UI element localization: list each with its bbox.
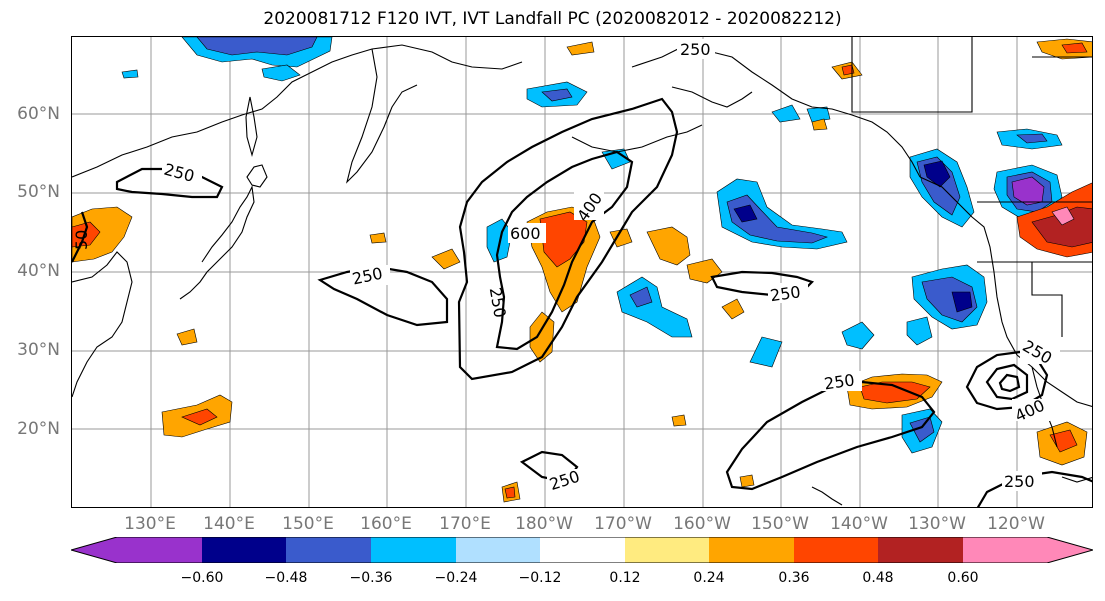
coast-aleutians: [571, 124, 703, 153]
colorbar-tick-neg036: −0.36: [349, 570, 393, 586]
lat-label-50n: 50°N: [17, 182, 60, 202]
coast-korea-china: [72, 251, 133, 398]
colorbar-tick-024: 0.24: [693, 570, 725, 586]
border-us-canada: [851, 37, 973, 113]
pc-shading: [72, 37, 1092, 503]
contour-250-cutoff-low: [965, 350, 1049, 411]
colorbar-segment: [286, 537, 371, 563]
lon-label-170w: 170°W: [594, 514, 652, 534]
positive-region-165w: [646, 226, 691, 266]
colorbar-segment: [202, 537, 286, 563]
lon-label-150w: 150°W: [751, 514, 809, 534]
contour-label-250-se: 250: [1004, 472, 1035, 491]
contour-labels: 250 250 250 250 600 400 250 250 250 250 …: [72, 39, 1060, 494]
lon-label-130w: 130°W: [908, 514, 966, 534]
colorbar-segment: [456, 537, 540, 563]
map-panel[interactable]: 250 250 250 250 600 400 250 250 250 250 …: [71, 36, 1093, 508]
contour-400-main: [495, 150, 634, 351]
lon-label-160e: 160°E: [360, 514, 412, 534]
lon-label-170e: 170°E: [439, 514, 491, 534]
colorbar-tick-neg060: −0.60: [180, 570, 224, 586]
positive-max-ne-corner: [1051, 206, 1075, 226]
lon-label-150e: 150°E: [282, 514, 334, 534]
colorbar-tick-036: 0.36: [778, 570, 810, 586]
coast-asia-mainland: [72, 44, 523, 178]
colorbar-segment: [709, 537, 794, 563]
lat-label-40n: 40°N: [17, 261, 60, 281]
lat-label-60n: 60°N: [17, 104, 60, 124]
coast-kamchatka: [345, 48, 418, 184]
lon-label-140e: 140°E: [203, 514, 255, 534]
colorbar-tick-neg024: −0.24: [434, 570, 478, 586]
colorbar-segment: [625, 537, 709, 563]
positive-region-west-edge: [72, 206, 133, 263]
contour-250-hawaii: [725, 380, 936, 491]
lat-label-30n: 30°N: [17, 340, 60, 360]
negative-core-150w-48n: [726, 194, 828, 244]
lon-label-120w: 120°W: [987, 514, 1045, 534]
positive-core-140w-23n: [859, 381, 931, 404]
coast-hokkaido: [246, 164, 268, 188]
coast-alaska-west: [671, 86, 753, 108]
negative-region-165w-32n: [616, 276, 693, 338]
coast-hawaii: [811, 486, 843, 506]
colorbar-tick-neg012: −0.12: [518, 570, 562, 586]
lon-label-140w: 140°W: [830, 514, 888, 534]
contour-label-250-160w: 250: [769, 282, 802, 305]
colorbar: [71, 537, 1093, 563]
negative-core-north-145e: [196, 37, 318, 56]
coast-sakhalin: [245, 96, 258, 158]
colorbar-tick-060: 0.60: [947, 570, 979, 586]
contour-label-250-north: 250: [680, 40, 711, 59]
coast-north-america: [919, 176, 1092, 407]
contour-400-cutoff-low: [985, 363, 1029, 401]
coast-japan: [179, 185, 255, 300]
colorbar-segment: [963, 537, 1093, 563]
colorbar-segment: [878, 537, 963, 563]
lon-label-180w: 180°W: [515, 514, 573, 534]
map-title: 2020081712 F120 IVT, IVT Landfall PC (20…: [263, 9, 842, 29]
lon-label-130e: 130°E: [124, 514, 176, 534]
colorbar-tick-neg048: −0.48: [264, 570, 308, 586]
colorbar-tick-012: 0.12: [609, 570, 641, 586]
map-canvas: 250 250 250 250 600 400 250 250 250 250 …: [72, 37, 1092, 507]
colorbar-tick-048: 0.48: [862, 570, 894, 586]
contour-250-main: [457, 97, 679, 381]
colorbar-segment: [71, 537, 202, 563]
colorbar-segment: [371, 537, 456, 563]
contour-label-west-edge: 50: [72, 230, 91, 250]
contour-250-south: [519, 450, 579, 484]
lat-label-20n: 20°N: [17, 419, 60, 439]
contour-label-250-hawaii: 250: [823, 370, 856, 393]
colorbar-segment: [540, 537, 625, 563]
contour-label-600: 600: [510, 224, 541, 243]
lon-label-160w: 160°W: [673, 514, 731, 534]
colorbar-segment: [794, 537, 878, 563]
colorbar-segments: [71, 537, 1093, 563]
